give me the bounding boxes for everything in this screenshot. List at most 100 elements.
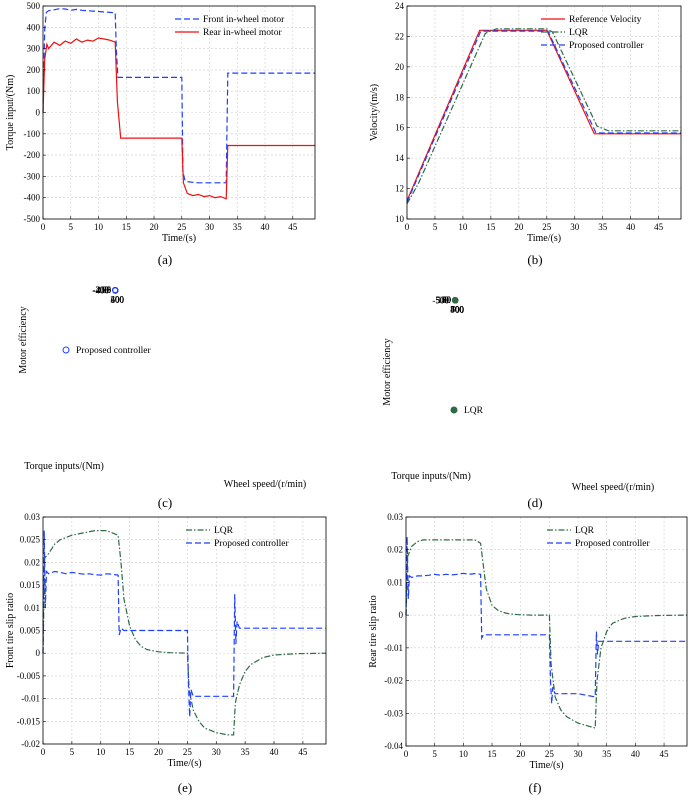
x-axis-label: Time/(s) [167,758,201,769]
x-tick-label: 30 [570,222,580,232]
x-tick-label: 25 [183,747,193,757]
y-tick-label: 300 [27,44,41,54]
x-tick-label: 45 [654,222,664,232]
y-tick-label: 0.03 [387,512,403,522]
y-tick-label: 0.02 [24,557,40,567]
panel-label-d: (d) [527,495,542,510]
y-tick-label: -0.03 [384,708,403,718]
x-tick-label: 700 [451,305,465,315]
y-tick-label: 12 [395,184,404,194]
y-tick-label: -100 [24,129,41,139]
legend-label-1: LQR [569,28,589,38]
y-tick-label: 24 [395,1,405,11]
y-tick-label: -0.005 [17,671,41,681]
data-point [453,298,458,303]
z-tick-label: -500 [432,295,449,305]
y-tick-label: 0 [36,648,41,658]
panel-label-a: (a) [158,252,172,267]
x-tick-label: 0 [404,749,409,759]
x-tick-label: 40 [631,749,641,759]
legend-label-2: Proposed controller [569,41,645,51]
y-tick-label: 0 [36,108,41,118]
x-tick-label: 35 [233,222,243,232]
x-tick-label: 45 [298,747,308,757]
legend-marker [63,347,69,353]
x-tick-label: 35 [241,747,251,757]
x-tick-label: 35 [602,749,612,759]
legend-label: Proposed controller [76,346,152,356]
legend-label-0: LQR [214,526,234,536]
x-tick-label: 25 [542,222,552,232]
x-tick-label: 15 [122,222,132,232]
panel-label-e: (e) [178,780,192,795]
legend-label-0: LQR [575,526,595,536]
y-axis-label: Motor efficiency [382,338,393,405]
z-axis-label: Torque inputs/(Nm) [24,461,104,472]
panel-label-b: (b) [527,252,542,267]
y-axis-label: Front tire slip ratio [5,593,16,668]
x-tick-label: 30 [212,747,222,757]
plot-area [407,6,681,219]
x-tick-label: 5 [70,747,75,757]
legend-label-0: Front in-wheel motor [203,15,285,25]
y-tick-label: 10 [395,214,405,224]
x-tick-label: 15 [486,222,496,232]
x-tick-label: 10 [459,749,469,759]
x-tick-label: 45 [288,222,298,232]
y-tick-label: 0.02 [387,545,403,555]
z-tick-label: -400 [92,285,109,295]
x-tick-label: 35 [598,222,608,232]
y-tick-label: 18 [395,92,405,102]
y-tick-label: 100 [27,86,41,96]
y-axis-label: Motor efficiency [18,306,29,373]
y-tick-label: 0.015 [20,580,41,590]
y-tick-label: 400 [27,22,41,32]
y-tick-label: 0.03 [24,512,40,522]
x-tick-label: 40 [261,222,271,232]
x-tick-label: 30 [205,222,215,232]
x-tick-label: 10 [96,747,106,757]
y-tick-label: -200 [24,150,41,160]
x-tick-label: 45 [660,749,670,759]
x-tick-label: 10 [458,222,468,232]
y-axis-label: Torque input/(Nm) [5,75,16,151]
x-tick-label: 600 [111,295,125,305]
legend-label: LQR [464,406,484,416]
x-tick-label: 0 [405,222,410,232]
x-tick-label: 20 [516,749,526,759]
y-axis-label: Rear tire slip ratio [368,595,379,667]
x-tick-label: 20 [514,222,524,232]
y-tick-label: 0 [399,610,404,620]
y-tick-label: 0.01 [24,603,40,613]
y-tick-label: 14 [395,153,405,163]
legend-marker [451,407,457,413]
y-tick-label: -500 [24,214,41,224]
y-tick-label: -400 [24,193,41,203]
legend-label-1: Proposed controller [575,539,651,549]
x-tick-label: 25 [545,749,555,759]
y-tick-label: -0.015 [17,716,41,726]
y-axis-label: Velocity/(m/s) [369,84,380,141]
x-tick-label: 40 [626,222,636,232]
y-tick-label: 22 [395,31,404,41]
x-tick-label: 15 [488,749,498,759]
panel-c-efficiency-3d-chart: 7075808590951002004006004002000-200-400M… [18,285,306,490]
z-axis-label: Torque inputs/(Nm) [391,471,471,482]
y-tick-label: -0.04 [384,741,403,751]
y-tick-label: 0.025 [20,535,41,545]
x-tick-label: 30 [574,749,584,759]
y-tick-label: 0.005 [20,626,41,636]
panel-label-c: (c) [158,495,172,510]
y-tick-label: -0.02 [21,739,40,749]
y-tick-label: -0.01 [21,694,40,704]
y-tick-label: 200 [27,65,41,75]
x-axis-label: Wheel speed/(r/min) [572,482,654,493]
x-tick-label: 5 [433,222,438,232]
x-axis-label: Wheel speed/(r/min) [224,479,306,490]
x-axis-label: Time/(s) [162,233,196,244]
plot-area [406,517,687,746]
panel-d-efficiency-3d-chart: 4050607080901003004005006007005000-500Mo… [382,295,654,493]
x-axis-label: Time/(s) [527,233,561,244]
